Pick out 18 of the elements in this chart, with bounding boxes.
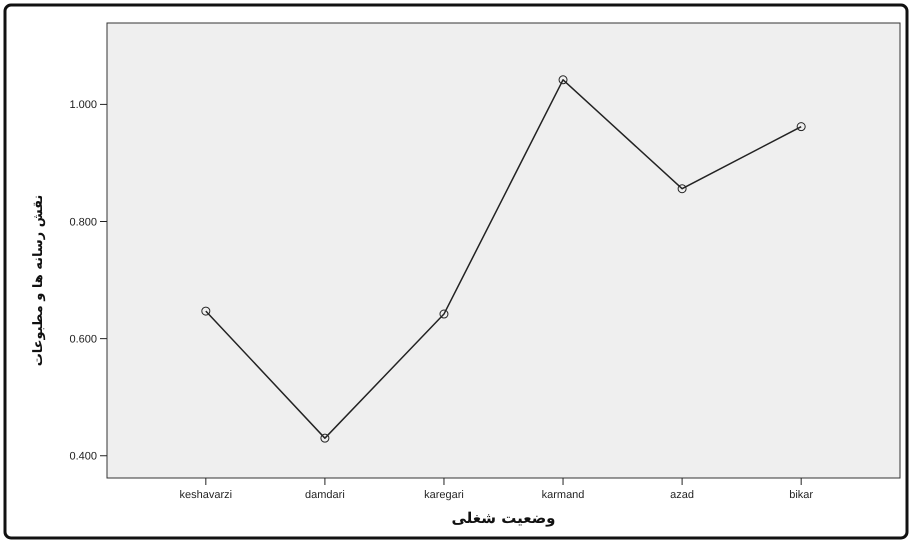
x-tick-label: bikar bbox=[789, 489, 814, 501]
point bbox=[320, 434, 330, 443]
point bbox=[796, 122, 806, 132]
x-tick-label: azad bbox=[670, 489, 694, 501]
y-tick-label: 0.800 bbox=[69, 216, 97, 228]
y-tick-label: 0.600 bbox=[69, 333, 97, 346]
point bbox=[201, 306, 210, 316]
x-tick-label: karmand bbox=[542, 489, 584, 501]
x-tick-label: keshavarzi bbox=[180, 489, 232, 501]
x-tick-label: damdari bbox=[305, 489, 345, 501]
point bbox=[678, 184, 687, 194]
x-tick-label: karegari bbox=[424, 489, 464, 501]
point bbox=[439, 310, 448, 319]
y-tick-label: 0.400 bbox=[69, 450, 97, 463]
point bbox=[558, 75, 568, 84]
y-axis-title: نقش رسانه ها و مطبوعات bbox=[31, 194, 46, 366]
x-axis-title: وضعیت شغلی bbox=[451, 509, 556, 527]
y-tick-label: 1.000 bbox=[69, 99, 97, 112]
